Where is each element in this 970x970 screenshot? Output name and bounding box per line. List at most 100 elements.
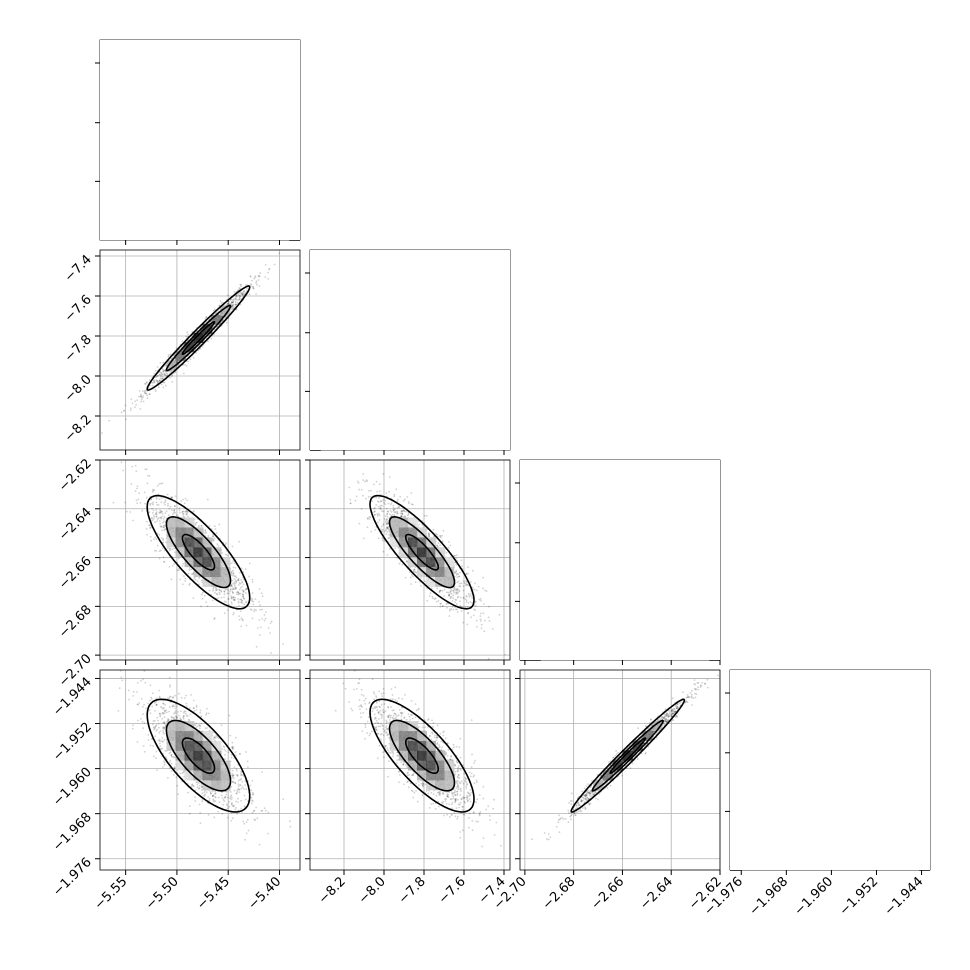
sample-point xyxy=(388,476,391,478)
sample-point xyxy=(232,588,235,590)
sample-point xyxy=(467,611,470,614)
sample-point xyxy=(251,592,254,594)
sample-point xyxy=(251,617,254,620)
sample-point xyxy=(146,397,149,400)
sample-point xyxy=(182,715,185,717)
sample-point xyxy=(152,726,155,729)
sample-point xyxy=(471,602,474,604)
sample-point xyxy=(449,544,452,547)
sample-point xyxy=(155,379,158,381)
sample-point xyxy=(152,514,155,517)
sample-point xyxy=(153,489,156,491)
sample-point xyxy=(455,557,457,560)
sample-point xyxy=(149,384,152,387)
sample-point xyxy=(394,547,397,550)
sample-point xyxy=(366,480,368,483)
sample-point xyxy=(376,515,379,517)
sample-point xyxy=(155,515,158,518)
sample-point xyxy=(385,492,388,495)
sample-point xyxy=(447,546,450,549)
sample-point xyxy=(433,598,436,601)
sample-point xyxy=(151,381,153,384)
sample-point xyxy=(245,287,248,290)
sample-point xyxy=(413,568,416,571)
sample-point xyxy=(244,588,247,591)
sample-point xyxy=(237,591,239,594)
sample-point xyxy=(459,600,461,603)
sample-point xyxy=(137,498,140,501)
sample-point xyxy=(212,588,215,590)
sample-point xyxy=(142,395,145,397)
sample-point xyxy=(175,347,178,350)
sample-point xyxy=(216,593,219,596)
sample-point xyxy=(428,532,430,535)
sample-point xyxy=(456,596,459,599)
sample-point xyxy=(189,358,192,361)
sample-point xyxy=(194,522,197,525)
sample-point xyxy=(228,603,231,606)
sample-point xyxy=(240,598,243,601)
sample-point xyxy=(241,293,244,296)
sample-point xyxy=(401,512,403,515)
density-cell xyxy=(202,323,213,334)
sample-point xyxy=(155,512,157,515)
sample-point xyxy=(212,538,215,541)
sample-point xyxy=(373,510,376,513)
sample-point xyxy=(205,316,208,318)
sample-point xyxy=(386,510,389,513)
sample-point xyxy=(358,488,361,491)
sample-point xyxy=(254,276,256,279)
sample-point xyxy=(209,792,212,795)
sample-point xyxy=(201,591,204,594)
sample-point xyxy=(161,373,164,376)
sample-point xyxy=(373,513,376,516)
density-cell xyxy=(220,576,231,587)
sample-point xyxy=(198,577,201,579)
sample-point xyxy=(145,392,148,395)
sample-point xyxy=(455,573,458,576)
sample-point xyxy=(155,380,158,383)
sample-point xyxy=(174,707,177,710)
sample-point xyxy=(241,585,244,588)
sample-point xyxy=(135,470,138,472)
sample-point xyxy=(403,509,406,512)
sample-point xyxy=(156,520,159,523)
sample-point xyxy=(167,355,170,358)
sample-point xyxy=(198,524,200,527)
density-cell xyxy=(202,557,213,568)
sample-point xyxy=(219,300,222,302)
sample-point xyxy=(240,625,243,628)
sample-point xyxy=(160,537,163,539)
sample-point xyxy=(404,516,406,518)
sample-point xyxy=(153,372,156,375)
sample-point xyxy=(155,750,158,753)
sample-point xyxy=(447,591,450,594)
sample-point xyxy=(261,595,264,598)
sample-point xyxy=(243,290,246,292)
sample-point xyxy=(153,381,156,384)
sample-point xyxy=(465,580,467,583)
sample-point xyxy=(152,491,154,493)
sample-point xyxy=(144,468,147,471)
sample-point xyxy=(149,504,152,506)
sample-point xyxy=(355,495,358,498)
sample-point xyxy=(199,348,202,350)
sample-point xyxy=(192,510,195,512)
sample-point xyxy=(396,510,398,513)
sample-point xyxy=(149,502,152,505)
sample-point xyxy=(251,580,254,583)
panel-background xyxy=(310,250,510,450)
sample-point xyxy=(163,706,165,709)
sample-point xyxy=(231,585,234,588)
sample-point xyxy=(160,372,163,375)
sample-point xyxy=(140,395,143,397)
sample-point xyxy=(232,301,234,304)
sample-point xyxy=(178,511,181,514)
sample-point xyxy=(155,515,158,518)
sample-point xyxy=(251,800,254,802)
sample-point xyxy=(186,499,189,502)
sample-point xyxy=(162,370,165,373)
sample-point xyxy=(154,521,156,524)
sample-point xyxy=(250,597,253,600)
sample-point xyxy=(461,565,463,567)
